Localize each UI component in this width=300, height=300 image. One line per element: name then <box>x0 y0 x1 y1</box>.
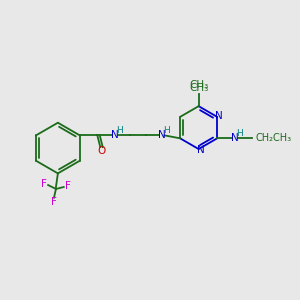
Text: H: H <box>116 126 123 135</box>
Text: CH₃: CH₃ <box>189 83 208 93</box>
Text: N: N <box>215 111 223 121</box>
Text: F: F <box>65 181 70 191</box>
Text: CH₃: CH₃ <box>189 80 208 90</box>
Text: N: N <box>158 130 166 140</box>
Text: H: H <box>163 126 170 135</box>
Text: H: H <box>236 129 243 138</box>
Text: N: N <box>197 145 205 155</box>
Text: O: O <box>97 146 105 156</box>
Text: F: F <box>41 179 47 189</box>
Text: N: N <box>231 133 238 143</box>
Text: F: F <box>51 196 57 207</box>
Text: N: N <box>111 130 119 140</box>
Text: CH₂CH₃: CH₂CH₃ <box>255 133 291 143</box>
